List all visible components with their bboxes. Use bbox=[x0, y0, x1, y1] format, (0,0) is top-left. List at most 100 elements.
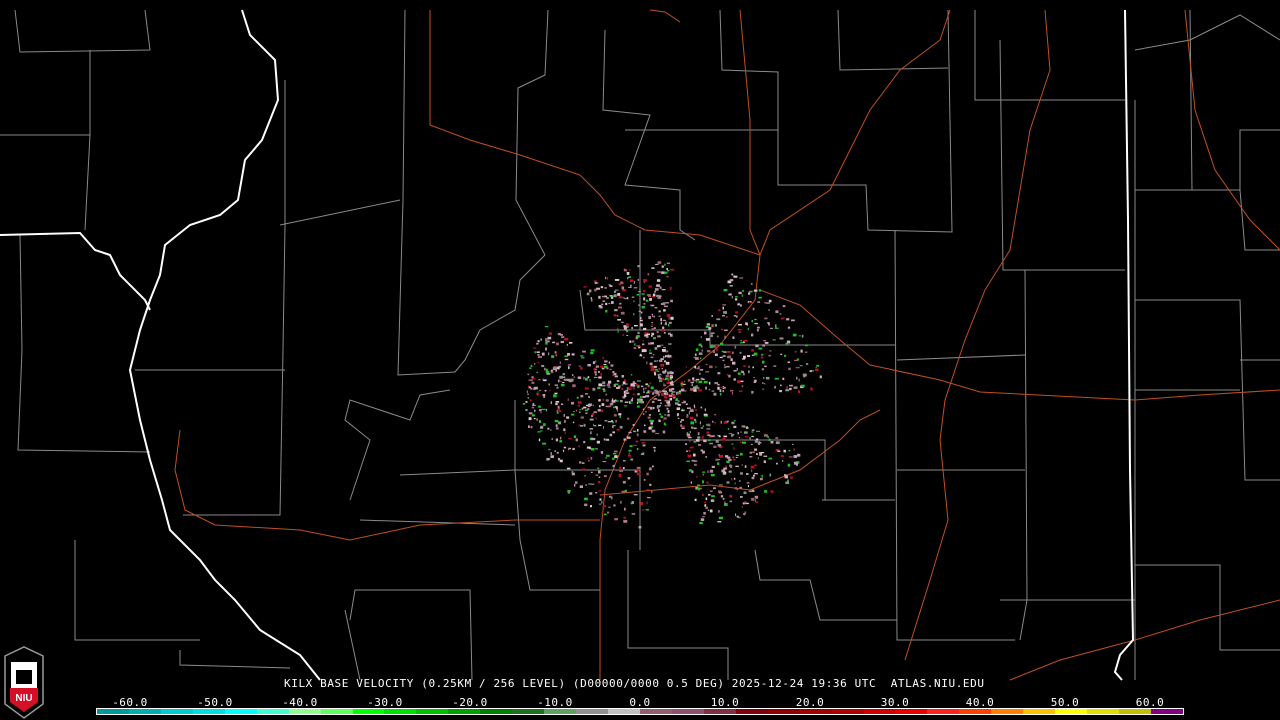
echo-gate bbox=[722, 437, 726, 441]
colorbar-swatch bbox=[927, 709, 960, 714]
echo-gate bbox=[646, 489, 650, 491]
echo-gate bbox=[572, 384, 576, 388]
echo-gate bbox=[640, 502, 644, 505]
echo-gate bbox=[629, 340, 632, 343]
echo-gate bbox=[649, 362, 653, 365]
echo-gate bbox=[553, 394, 557, 398]
echo-gate bbox=[561, 376, 566, 379]
echo-gate bbox=[666, 381, 670, 384]
echo-gate bbox=[529, 426, 531, 428]
echo-gate bbox=[686, 407, 691, 409]
echo-gate bbox=[731, 273, 734, 276]
echo-gate bbox=[747, 355, 751, 358]
echo-gate bbox=[622, 467, 625, 470]
echo-gate bbox=[623, 390, 626, 394]
echo-gate bbox=[618, 283, 621, 286]
echo-gate bbox=[695, 357, 699, 360]
echo-gate bbox=[665, 424, 667, 426]
echo-gate bbox=[649, 426, 652, 428]
echo-gate bbox=[764, 317, 768, 320]
echo-gate bbox=[684, 443, 688, 446]
echo-gate bbox=[630, 458, 634, 461]
echo-gate bbox=[612, 431, 615, 434]
echo-gate bbox=[602, 381, 606, 385]
echo-gate bbox=[633, 347, 637, 350]
echo-gate bbox=[696, 413, 698, 417]
echo-gate bbox=[584, 475, 586, 477]
echo-gate bbox=[586, 446, 591, 449]
echo-gate bbox=[757, 457, 760, 459]
colorbar-swatch bbox=[831, 709, 864, 714]
echo-gate bbox=[667, 378, 670, 381]
echo-gate bbox=[762, 382, 764, 384]
echo-gate bbox=[754, 495, 759, 499]
echo-gate bbox=[663, 417, 667, 420]
echo-gate bbox=[657, 261, 662, 264]
echo-gate bbox=[731, 421, 735, 425]
echo-gate bbox=[613, 504, 616, 507]
echo-gate bbox=[653, 446, 656, 449]
echo-gate bbox=[685, 366, 688, 368]
echo-gate bbox=[728, 458, 732, 461]
echo-gate bbox=[684, 390, 687, 392]
echo-gate bbox=[545, 408, 548, 412]
echo-gate bbox=[557, 379, 560, 383]
echo-gate bbox=[737, 432, 739, 435]
echo-gate bbox=[741, 294, 743, 297]
echo-gate bbox=[647, 384, 649, 386]
echo-gate bbox=[604, 295, 608, 298]
echo-gate bbox=[706, 481, 709, 484]
echo-gate bbox=[641, 349, 646, 353]
echo-gate bbox=[712, 345, 716, 348]
echo-gate bbox=[584, 409, 588, 412]
echo-gate bbox=[658, 376, 661, 379]
echo-gate bbox=[614, 414, 617, 417]
echo-gate bbox=[645, 387, 647, 390]
echo-gate bbox=[564, 355, 568, 358]
echo-gate bbox=[757, 326, 760, 329]
echo-gate bbox=[668, 316, 670, 320]
echo-gate bbox=[543, 396, 545, 398]
echo-gate bbox=[723, 351, 727, 354]
echo-gate bbox=[717, 383, 720, 386]
echo-gate bbox=[728, 355, 732, 359]
echo-gate bbox=[748, 365, 750, 368]
echo-gate bbox=[664, 377, 669, 380]
echo-gate bbox=[557, 421, 562, 425]
echo-gate bbox=[595, 448, 598, 450]
echo-gate bbox=[651, 325, 653, 327]
echo-gate bbox=[631, 513, 636, 515]
echo-gate bbox=[539, 409, 542, 412]
echo-gate bbox=[608, 361, 611, 364]
colorbar-swatch bbox=[1023, 709, 1056, 714]
echo-gate bbox=[782, 305, 786, 308]
echo-gate bbox=[566, 416, 570, 419]
echo-gate bbox=[651, 335, 653, 337]
echo-gate bbox=[537, 354, 540, 356]
echo-gate bbox=[785, 389, 789, 392]
echo-gate bbox=[712, 350, 716, 353]
echo-gate bbox=[644, 332, 649, 335]
echo-gate bbox=[717, 459, 721, 461]
echo-gate bbox=[630, 383, 635, 387]
echo-gate bbox=[722, 498, 725, 500]
echo-gate bbox=[633, 313, 635, 316]
echo-gate bbox=[589, 492, 593, 495]
echo-gate bbox=[614, 383, 619, 386]
echo-gate bbox=[764, 341, 769, 344]
echo-gate bbox=[532, 347, 537, 349]
echo-gate bbox=[543, 423, 546, 426]
echo-gate bbox=[661, 271, 665, 274]
echo-gate bbox=[538, 420, 542, 422]
colorbar-swatch bbox=[1055, 709, 1088, 714]
echo-gate bbox=[628, 431, 632, 434]
echo-gate bbox=[745, 502, 749, 505]
echo-gate bbox=[761, 353, 763, 356]
colorbar-swatch bbox=[863, 709, 896, 714]
echo-gate bbox=[703, 381, 708, 384]
echo-gate bbox=[636, 472, 641, 476]
echo-gate bbox=[669, 398, 673, 401]
echo-gate bbox=[534, 409, 536, 412]
echo-gate bbox=[545, 338, 549, 340]
